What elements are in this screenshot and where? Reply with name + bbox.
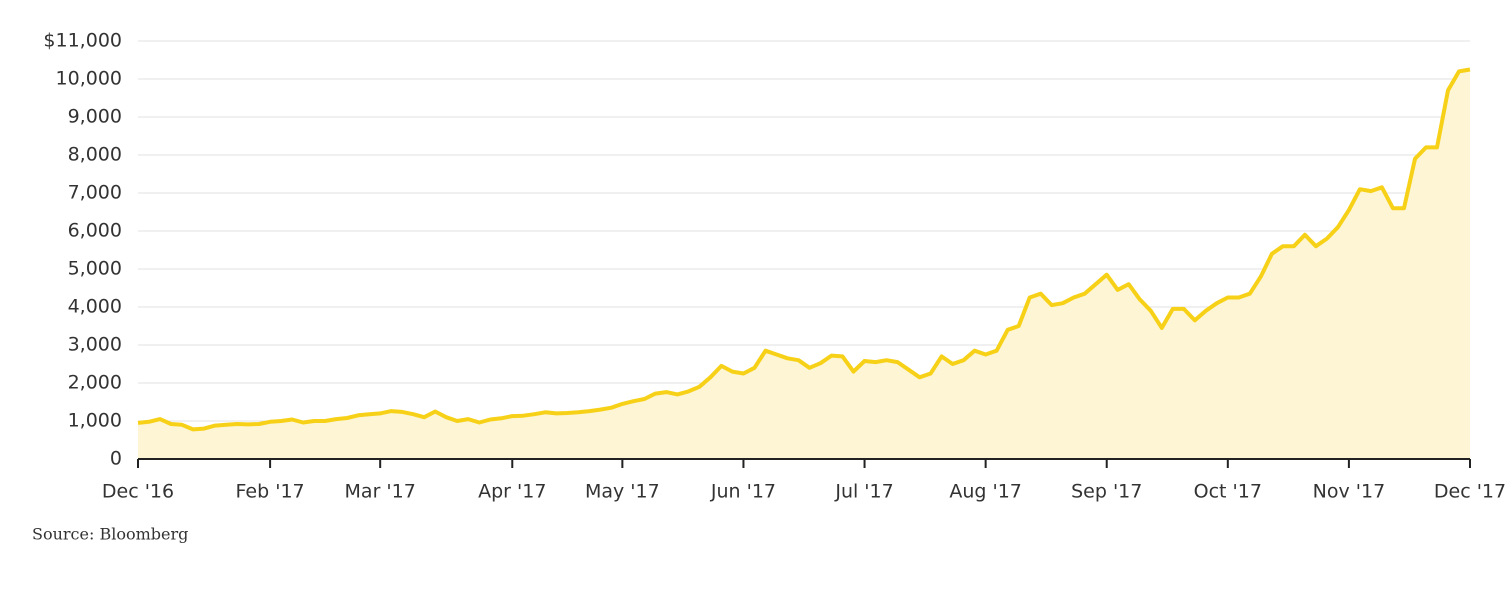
area: [138, 69, 1470, 459]
y-tick-label: 7,000: [68, 182, 122, 204]
x-tick-label: Jul '17: [834, 481, 893, 503]
x-tick-label: Apr '17: [478, 481, 546, 503]
x-tick-label: Dec '16: [102, 481, 174, 503]
y-tick-label: 9,000: [68, 106, 122, 128]
y-tick-label: $11,000: [43, 30, 122, 52]
x-tick-label: Oct '17: [1194, 481, 1262, 503]
y-tick-label: 4,000: [68, 296, 122, 318]
x-tick-label: May '17: [585, 481, 660, 503]
y-tick-label: 10,000: [56, 68, 122, 90]
source-note: Source: Bloomberg: [32, 525, 188, 544]
y-tick-label: 0: [110, 448, 122, 470]
y-tick-label: 5,000: [68, 258, 122, 280]
y-tick-label: 8,000: [68, 144, 122, 166]
y-tick-label: 1,000: [68, 410, 122, 432]
y-tick-label: 6,000: [68, 220, 122, 242]
y-tick-label: 3,000: [68, 334, 122, 356]
x-tick-label: Sep '17: [1071, 481, 1142, 503]
x-tick-label: Jun '17: [710, 481, 776, 503]
x-tick-label: Nov '17: [1313, 481, 1386, 503]
x-tick-label: Mar '17: [345, 481, 416, 503]
x-tick-label: Feb '17: [236, 481, 305, 503]
x-tick-label: Aug '17: [949, 481, 1022, 503]
line: [137, 67, 1471, 432]
x-tick-label: Dec '17: [1434, 481, 1506, 503]
y-tick-label: 2,000: [68, 372, 122, 394]
